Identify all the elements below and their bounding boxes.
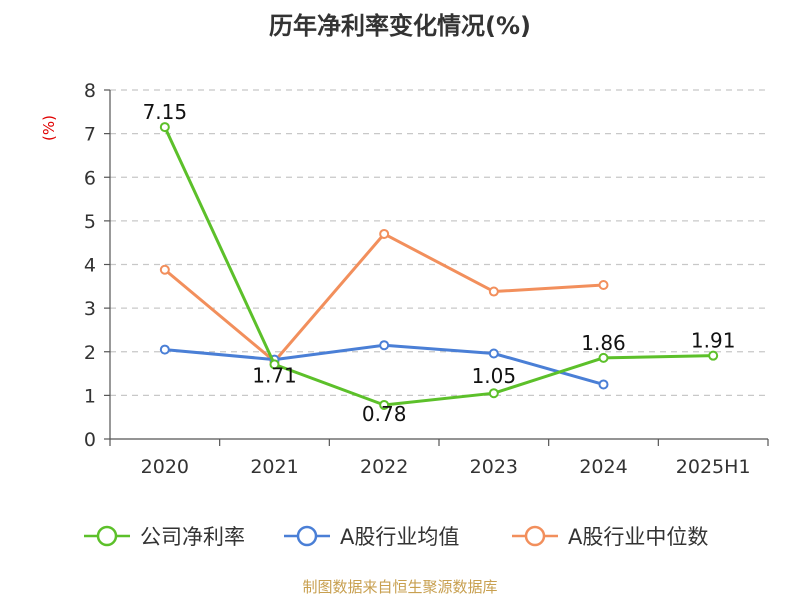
data-point[interactable] (379, 399, 390, 410)
y-tick-label: 6 (84, 167, 96, 189)
y-tick-label: 0 (84, 429, 96, 451)
data-label: 1.05 (472, 364, 517, 388)
y-tick-label: 3 (84, 298, 96, 320)
y-tick-label: 7 (84, 124, 96, 146)
y-tick-label: 8 (84, 80, 96, 102)
y-tick-label: 1 (84, 385, 96, 407)
series-line (163, 126, 714, 407)
y-tick-label: 5 (84, 211, 96, 233)
series-layer (159, 122, 719, 410)
x-tick-label: 2020 (141, 456, 189, 478)
axis-layer: 0 1 2 3 4 5 6 7 8 2020 2021 2022 2023 2024 2025H1 (84, 80, 769, 478)
data-label-layer: 7.15 1.71 0.78 1.05 1.86 1.91 (143, 100, 736, 426)
data-point[interactable] (379, 340, 390, 351)
data-point[interactable] (488, 348, 499, 359)
data-point[interactable] (379, 228, 390, 239)
legend-item-label[interactable]: A股行业均值 (340, 525, 459, 549)
x-tick-label: 2025H1 (676, 456, 751, 478)
data-point[interactable] (708, 350, 719, 361)
data-point[interactable] (488, 286, 499, 297)
legend: 公司净利率 A股行业均值 A股行业中位数 (84, 525, 708, 549)
data-point[interactable] (598, 379, 609, 390)
y-tick-label: 2 (84, 342, 96, 364)
x-tick-label: 2021 (250, 456, 298, 478)
data-label: 1.71 (252, 363, 297, 387)
x-tick-label: 2023 (470, 456, 518, 478)
data-point[interactable] (598, 352, 609, 363)
data-point[interactable] (159, 344, 170, 355)
data-label: 7.15 (143, 100, 188, 124)
data-point[interactable] (159, 122, 170, 133)
x-tick-label: 2024 (579, 456, 627, 478)
data-label: 1.91 (691, 329, 736, 353)
y-tick-label: 4 (84, 255, 96, 277)
x-tick-label: 2022 (360, 456, 408, 478)
data-point[interactable] (488, 388, 499, 399)
data-label: 1.86 (581, 331, 626, 355)
data-point[interactable] (269, 359, 280, 370)
data-source-note: 制图数据来自恒生聚源数据库 (302, 578, 497, 596)
legend-item-label[interactable]: 公司净利率 (140, 525, 245, 549)
data-point[interactable] (598, 280, 609, 291)
data-label: 0.78 (362, 402, 407, 426)
legend-item-label[interactable]: A股行业中位数 (568, 525, 708, 549)
legend-marker (524, 525, 546, 547)
y-axis-unit-label: (%) (40, 115, 58, 141)
legend-marker (296, 525, 318, 547)
legend-marker (96, 525, 118, 547)
chart-title: 历年净利率变化情况(%) (269, 12, 531, 40)
data-point[interactable] (159, 264, 170, 275)
